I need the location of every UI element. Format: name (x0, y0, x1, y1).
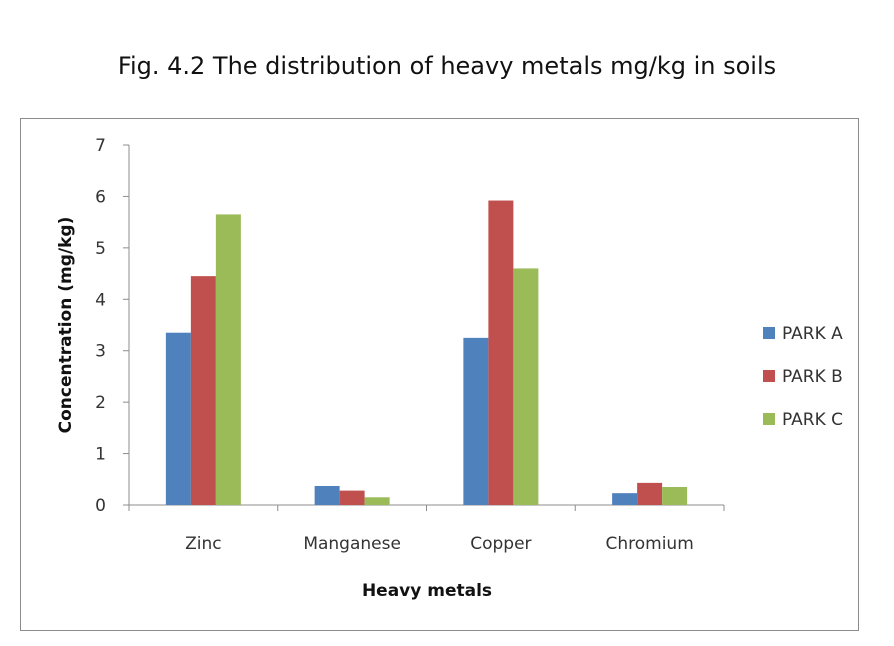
y-tick-label: 4 (95, 290, 106, 310)
legend-swatch (763, 413, 775, 425)
bar-park-b-copper (488, 200, 514, 506)
figure-title: Fig. 4.2 The distribution of heavy metal… (117, 52, 777, 80)
y-tick-label: 6 (95, 187, 106, 207)
bar-park-a-manganese (314, 485, 340, 505)
legend-label: PARK A (782, 324, 843, 344)
x-category-label: Zinc (185, 534, 222, 554)
legend-swatch (763, 327, 775, 339)
bar-park-c-copper (513, 268, 539, 505)
x-category-label: Chromium (605, 534, 693, 554)
bar-park-a-copper (463, 337, 489, 505)
bar-park-b-zinc (190, 276, 216, 505)
legend-label: PARK B (782, 367, 843, 387)
bar-park-c-chromium (662, 487, 688, 505)
y-tick-label: 7 (95, 136, 106, 156)
y-axis-title: Concentration (mg/kg) (56, 217, 76, 434)
y-tick-label: 0 (95, 496, 106, 516)
chart-frame (20, 118, 859, 631)
chart-legend: PARK A PARK B PARK C (763, 324, 843, 430)
y-tick-label: 2 (95, 393, 106, 413)
x-category-label: Copper (470, 534, 531, 554)
y-tick-label: 5 (95, 239, 106, 259)
bar-park-b-manganese (339, 490, 365, 505)
y-tick-label: 1 (95, 445, 106, 465)
bar-park-c-manganese (364, 497, 390, 505)
x-category-label: Manganese (303, 534, 401, 554)
chart-bars (165, 200, 688, 506)
bar-park-a-chromium (612, 493, 638, 505)
y-tick-label: 3 (95, 342, 106, 362)
legend-swatch (763, 370, 775, 382)
legend-label: PARK C (782, 410, 843, 430)
bar-park-b-chromium (637, 482, 663, 505)
bar-park-c-zinc (215, 214, 241, 505)
x-axis-title: Heavy metals (362, 581, 492, 601)
bar-park-a-zinc (165, 332, 191, 505)
chart-labels: Zinc Manganese Copper Chromium (185, 534, 694, 554)
